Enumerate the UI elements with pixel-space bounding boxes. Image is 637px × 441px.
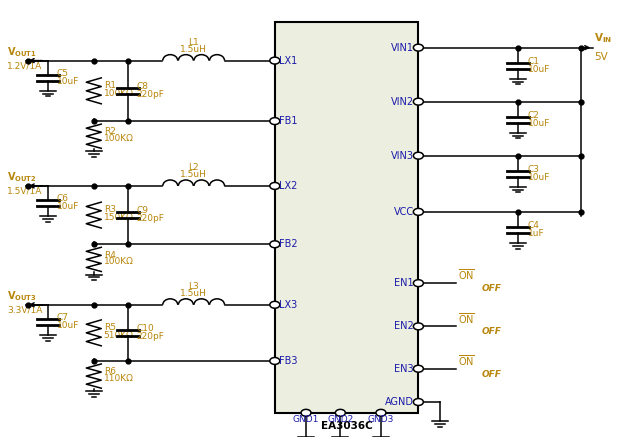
Text: C10: C10 xyxy=(137,324,155,333)
Circle shape xyxy=(270,118,280,124)
Text: 150KΩ: 150KΩ xyxy=(104,213,134,222)
Text: 10uF: 10uF xyxy=(527,173,550,182)
Text: VIN1: VIN1 xyxy=(391,43,414,52)
Text: 110KΩ: 110KΩ xyxy=(104,374,134,383)
Text: $\overline{\mathsf{ON}}$: $\overline{\mathsf{ON}}$ xyxy=(458,311,475,325)
Circle shape xyxy=(270,241,280,248)
Circle shape xyxy=(376,409,386,416)
Text: LX1: LX1 xyxy=(279,56,297,66)
Circle shape xyxy=(413,323,424,330)
Text: 220pF: 220pF xyxy=(137,214,165,223)
Text: $\mathbf{V_{IN}}$: $\mathbf{V_{IN}}$ xyxy=(594,32,613,45)
Bar xyxy=(275,22,419,413)
Circle shape xyxy=(270,57,280,64)
Text: 10uF: 10uF xyxy=(57,77,80,86)
Text: 1.5V/1A: 1.5V/1A xyxy=(7,187,43,196)
Circle shape xyxy=(335,409,345,416)
Text: 10uF: 10uF xyxy=(57,202,80,211)
Text: AGND: AGND xyxy=(385,397,414,407)
Circle shape xyxy=(301,409,311,416)
Text: $\mathbf{V_{OUT1}}$: $\mathbf{V_{OUT1}}$ xyxy=(7,45,37,59)
Text: C1: C1 xyxy=(527,57,540,66)
Text: 1.5uH: 1.5uH xyxy=(180,45,207,54)
Text: 510KΩ: 510KΩ xyxy=(104,330,134,340)
Text: GND1: GND1 xyxy=(293,415,319,423)
Circle shape xyxy=(270,183,280,189)
Text: OFF: OFF xyxy=(482,327,501,336)
Text: C4: C4 xyxy=(527,221,540,230)
Circle shape xyxy=(270,358,280,364)
Text: C3: C3 xyxy=(527,165,540,174)
Text: EA3036C: EA3036C xyxy=(320,421,373,430)
Text: FB2: FB2 xyxy=(279,239,297,249)
Text: C2: C2 xyxy=(527,111,540,120)
Text: 220pF: 220pF xyxy=(137,332,165,341)
Text: R3: R3 xyxy=(104,206,116,214)
Text: R6: R6 xyxy=(104,367,116,376)
Text: 100KΩ: 100KΩ xyxy=(104,257,134,266)
Text: C9: C9 xyxy=(137,206,149,215)
Text: 3.3V/1A: 3.3V/1A xyxy=(7,306,43,314)
Circle shape xyxy=(413,98,424,105)
Text: $\overline{\mathsf{ON}}$: $\overline{\mathsf{ON}}$ xyxy=(458,268,475,282)
Text: $\mathbf{V_{OUT3}}$: $\mathbf{V_{OUT3}}$ xyxy=(7,289,37,303)
Text: LX3: LX3 xyxy=(279,300,297,310)
Text: 10uF: 10uF xyxy=(57,321,80,330)
Circle shape xyxy=(413,44,424,51)
Text: 10uF: 10uF xyxy=(527,119,550,128)
Circle shape xyxy=(413,280,424,287)
Text: L2: L2 xyxy=(189,163,199,172)
Text: 1uF: 1uF xyxy=(527,229,544,238)
Text: EN2: EN2 xyxy=(394,321,414,331)
Text: GND3: GND3 xyxy=(368,415,394,423)
Circle shape xyxy=(270,301,280,308)
Text: EN1: EN1 xyxy=(394,278,414,288)
Circle shape xyxy=(413,152,424,159)
Text: 220pF: 220pF xyxy=(137,90,165,99)
Text: GND2: GND2 xyxy=(327,415,354,423)
Text: OFF: OFF xyxy=(482,370,501,379)
Text: FB1: FB1 xyxy=(279,116,297,126)
Text: L1: L1 xyxy=(189,38,199,47)
Text: 100KΩ: 100KΩ xyxy=(104,134,134,143)
Text: OFF: OFF xyxy=(482,284,501,293)
Text: R1: R1 xyxy=(104,81,116,90)
Text: L3: L3 xyxy=(189,282,199,291)
Text: VIN3: VIN3 xyxy=(391,151,414,161)
Text: VIN2: VIN2 xyxy=(391,97,414,107)
Circle shape xyxy=(413,399,424,405)
Text: 1.5uH: 1.5uH xyxy=(180,289,207,298)
Text: 10uF: 10uF xyxy=(527,65,550,74)
Text: VCC: VCC xyxy=(394,207,414,217)
Text: 1.2V/1A: 1.2V/1A xyxy=(7,61,42,70)
Text: $\overline{\mathsf{ON}}$: $\overline{\mathsf{ON}}$ xyxy=(458,353,475,368)
Circle shape xyxy=(413,365,424,372)
Text: $\mathbf{V_{OUT2}}$: $\mathbf{V_{OUT2}}$ xyxy=(7,170,37,184)
Text: R2: R2 xyxy=(104,127,116,136)
Text: 100KΩ: 100KΩ xyxy=(104,89,134,97)
Text: R5: R5 xyxy=(104,323,116,332)
Text: C7: C7 xyxy=(57,313,69,322)
Text: C8: C8 xyxy=(137,82,149,91)
Text: 5V: 5V xyxy=(594,52,608,62)
Text: LX2: LX2 xyxy=(279,181,297,191)
Text: R4: R4 xyxy=(104,250,116,260)
Text: C5: C5 xyxy=(57,69,69,78)
Circle shape xyxy=(413,209,424,215)
Text: 1.5uH: 1.5uH xyxy=(180,170,207,179)
Text: C6: C6 xyxy=(57,194,69,203)
Text: EN3: EN3 xyxy=(394,364,414,374)
Text: FB3: FB3 xyxy=(279,356,297,366)
